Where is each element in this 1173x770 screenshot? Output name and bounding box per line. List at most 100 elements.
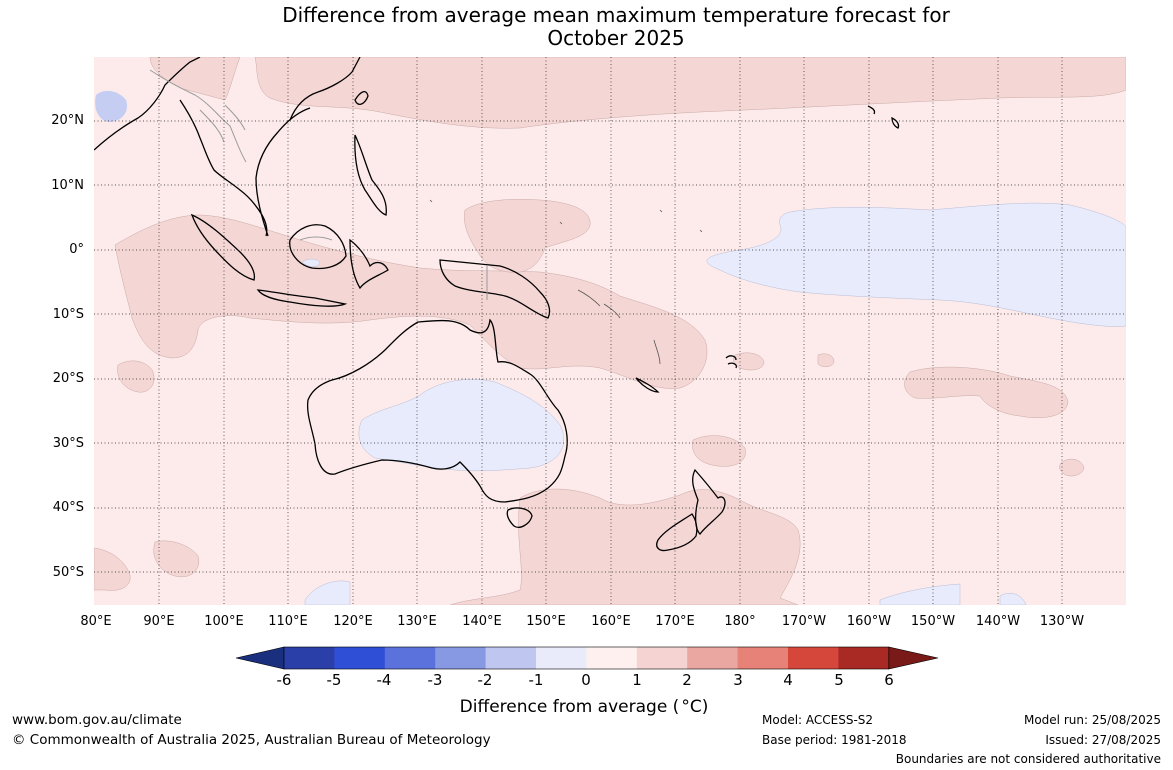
lon-label-160e: 160°E — [591, 614, 631, 629]
warm-region-maritime — [114, 214, 708, 389]
colorbar-swatch — [636, 647, 688, 669]
colorbar-label: -4 — [376, 671, 392, 689]
colorbar-label: -3 — [427, 671, 443, 689]
lat-label-0: 0° — [69, 242, 84, 257]
colorbar-swatch — [536, 647, 587, 669]
lat-label-20s: 20°S — [52, 371, 84, 386]
lon-label-80e: 80°E — [80, 614, 112, 629]
warm-region-south-china — [149, 57, 241, 101]
coastlines — [94, 57, 900, 552]
colorbar-swatch — [384, 647, 436, 669]
new-caledonia-coastline — [635, 377, 660, 393]
lon-label-130e: 130°E — [397, 614, 437, 629]
lat-label-10s: 10°S — [52, 307, 84, 322]
new-zealand-north-coastline — [692, 468, 726, 535]
graticule — [94, 57, 1126, 605]
sulawesi-coastline — [349, 238, 389, 290]
colorbar-label: 4 — [783, 671, 793, 689]
lon-label-120e: 120°E — [333, 614, 373, 629]
colorbar-swatch — [334, 647, 386, 669]
new-guinea-coastline — [439, 259, 551, 319]
warm-region-fiji — [733, 352, 765, 371]
colorbar-extend-high — [888, 646, 939, 670]
warm-region-north-pacific — [254, 57, 1126, 129]
title-line-2: October 2025 — [547, 26, 685, 50]
lon-label-160w: 160°W — [846, 614, 892, 629]
issued-text: Issued: 27/08/2025 — [1045, 733, 1161, 747]
australia-coastline — [306, 318, 568, 503]
colorbar-label: -2 — [477, 671, 493, 689]
colorbar-label: 2 — [682, 671, 692, 689]
colorbar-label: 5 — [834, 671, 844, 689]
tasmania-coastline — [506, 507, 533, 528]
lat-label-30s: 30°S — [52, 436, 84, 451]
lon-label-170e: 170°E — [655, 614, 695, 629]
colorbar-swatch — [788, 647, 839, 669]
japan-korea-coastline — [354, 91, 369, 105]
colorbar-label: -1 — [528, 671, 544, 689]
lon-label-140e: 140°E — [462, 614, 502, 629]
indochina-borders — [149, 69, 247, 163]
model-text: Model: ACCESS-S2 — [762, 713, 874, 727]
colorbar-label: 0 — [581, 671, 591, 689]
lon-label-110e: 110°E — [268, 614, 308, 629]
colorbar-label: 6 — [884, 671, 894, 689]
asia-mainland-coastline — [94, 57, 361, 237]
lon-label-150e: 150°E — [526, 614, 566, 629]
cool-region-far-southeast — [999, 593, 1027, 605]
base-period-text: Base period: 1981-2018 — [762, 733, 907, 747]
new-zealand-south-coastline — [656, 513, 698, 552]
philippines-coastline — [354, 134, 387, 216]
warm-region-tasman — [449, 488, 801, 605]
lon-label-130w: 130°W — [1039, 614, 1085, 629]
borneo-coastline — [289, 224, 347, 270]
colorbar-title-text: Difference from average ( — [459, 697, 680, 717]
disclaimer-text: Boundaries are not considered authoritat… — [895, 752, 1161, 766]
warm-region-southwest — [94, 547, 131, 591]
borneo-border — [299, 236, 333, 241]
cool-region-borneo-patch — [301, 258, 321, 267]
colorbar-frame — [283, 646, 890, 670]
cool-region-southern-ocean — [304, 580, 351, 605]
colorbar-label: 3 — [733, 671, 743, 689]
java-coastline — [256, 289, 348, 307]
warm-region-samoa — [817, 353, 835, 367]
colorbar-title: Difference from average (°C) — [0, 697, 1173, 717]
lat-label-40s: 40°S — [52, 500, 84, 515]
warm-region-indian-ocean — [117, 360, 155, 393]
colorbar-swatch — [485, 647, 537, 669]
vanuatu-islands — [653, 339, 661, 365]
copyright-text: © Commonwealth of Australia 2025, Austra… — [12, 732, 491, 748]
micronesia-islands — [429, 199, 703, 233]
warm-region-french-polynesia — [904, 366, 1069, 418]
lon-label-180: 180° — [724, 614, 756, 629]
small-islands — [429, 199, 703, 365]
lon-label-140w: 140°W — [975, 614, 1021, 629]
lon-label-150w: 150°W — [910, 614, 956, 629]
colorbar-title-close: ) — [701, 697, 709, 717]
colorbar-label: -6 — [276, 671, 292, 689]
lat-label-10n: 10°N — [51, 178, 84, 193]
lon-label-170w: 170°W — [781, 614, 827, 629]
colorbar-swatch — [838, 647, 890, 669]
lat-label-20n: 20°N — [51, 113, 84, 128]
colorbar-label: -5 — [326, 671, 342, 689]
lon-label-90e: 90°E — [143, 614, 175, 629]
cold-region-tibet — [95, 90, 128, 122]
country-borders — [149, 69, 488, 300]
map-area — [94, 57, 1126, 605]
colorbar-label: 1 — [632, 671, 642, 689]
colorbar-swatch — [284, 647, 335, 669]
solomon-islands — [577, 289, 621, 319]
cool-region-southeast-pacific — [879, 583, 961, 605]
warm-region-png-north — [464, 199, 591, 273]
colorbar-swatch — [737, 647, 789, 669]
lon-label-100e: 100°E — [204, 614, 244, 629]
colorbar-swatch — [586, 647, 638, 669]
warm-region-southwest-2 — [153, 540, 200, 578]
title-line-1: Difference from average mean maximum tem… — [282, 3, 950, 27]
cool-anomaly-regions — [301, 202, 1126, 605]
website-link[interactable]: www.bom.gov.au/climate — [12, 712, 182, 728]
colorbar-extend-low — [235, 646, 285, 670]
